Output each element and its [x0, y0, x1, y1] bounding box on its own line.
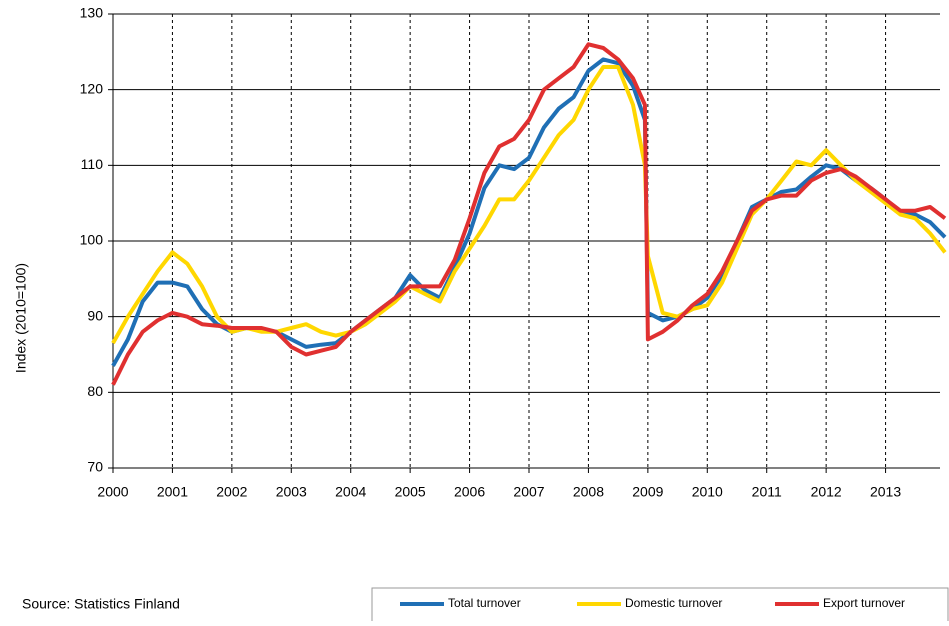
legend-label: Export turnover — [823, 596, 905, 610]
x-tick-label: 2001 — [157, 484, 188, 500]
x-tick-label: 2013 — [870, 484, 901, 500]
x-tick-label: 2005 — [395, 484, 426, 500]
legend-label: Total turnover — [448, 596, 521, 610]
y-tick-label: 80 — [87, 383, 103, 399]
y-tick-label: 120 — [80, 80, 104, 96]
y-tick-label: 90 — [87, 307, 103, 323]
x-tick-label: 2008 — [573, 484, 604, 500]
y-tick-label: 130 — [80, 5, 104, 21]
series-line — [111, 42, 947, 386]
x-tick-label: 2004 — [335, 484, 366, 500]
x-tick-label: 2007 — [513, 484, 544, 500]
x-tick-label: 2010 — [692, 484, 723, 500]
x-tick-label: 2006 — [454, 484, 485, 500]
legend-box — [371, 587, 949, 626]
series-line — [111, 65, 947, 345]
x-tick-label: 2002 — [216, 484, 247, 500]
x-tick-label: 2000 — [97, 484, 128, 500]
x-tick-label: 2011 — [752, 484, 782, 500]
x-tick-label: 2012 — [811, 484, 842, 500]
source: Source: Statistics Finland — [22, 596, 180, 612]
x-tick-label: 2003 — [276, 484, 307, 500]
legend-label: Domestic turnover — [625, 596, 722, 610]
y-tick-label: 110 — [81, 156, 104, 172]
y-axis-label: Index (2010=100) — [13, 263, 29, 373]
y-tick-label: 70 — [87, 459, 103, 475]
y-tick-label: 100 — [80, 232, 104, 248]
x-tick-label: 2009 — [632, 484, 663, 500]
